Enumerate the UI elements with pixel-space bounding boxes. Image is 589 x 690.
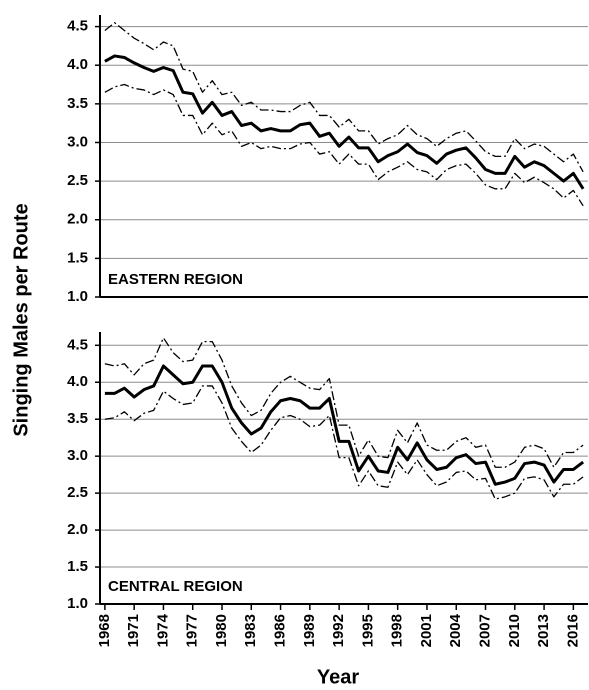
x-tick-label: 2007 [476, 614, 493, 647]
y-axis-label: Singing Males per Route [10, 203, 32, 436]
y-tick-label: 3.0 [67, 133, 88, 150]
x-tick-label: 1992 [330, 614, 347, 647]
y-tick-label: 1.0 [67, 288, 88, 305]
x-tick-label: 1980 [213, 614, 230, 647]
confidence-line [104, 22, 584, 173]
y-tick-label: 3.5 [67, 95, 88, 112]
x-tick-label: 1995 [359, 614, 376, 647]
y-tick-label: 4.5 [67, 18, 88, 35]
y-tick-label: 4.5 [67, 336, 88, 353]
confidence-line [104, 385, 584, 500]
x-tick-label: 1968 [96, 614, 113, 647]
x-tick-label: 1983 [242, 614, 259, 647]
x-tick-label: 2001 [418, 614, 435, 647]
y-tick-label: 2.5 [67, 484, 88, 501]
trend-line [104, 54, 585, 190]
y-tick-label: 2.5 [67, 172, 88, 189]
confidence-line [104, 83, 584, 207]
x-tick-label: 1986 [272, 614, 289, 647]
x-tick-label: 1971 [125, 614, 142, 647]
y-tick-label: 3.5 [67, 410, 88, 427]
confidence-line [104, 337, 584, 468]
x-tick-label: 2016 [564, 614, 581, 647]
region-label: CENTRAL REGION [108, 578, 243, 595]
x-tick-label: 2010 [506, 614, 523, 647]
y-tick-label: 1.0 [67, 595, 88, 612]
y-tick-label: 4.0 [67, 373, 88, 390]
x-axis-label: Year [317, 666, 359, 688]
x-tick-label: 1977 [184, 614, 201, 647]
y-tick-label: 3.0 [67, 447, 88, 464]
x-tick-label: 1974 [154, 613, 171, 647]
trend-line [104, 364, 585, 486]
x-tick-label: 2004 [447, 613, 464, 647]
x-tick-label: 1989 [301, 614, 318, 647]
y-tick-label: 4.0 [67, 56, 88, 73]
x-tick-label: 1998 [389, 614, 406, 647]
x-tick-label: 2013 [535, 614, 552, 647]
y-tick-label: 1.5 [67, 249, 88, 266]
y-tick-label: 2.0 [67, 211, 88, 228]
y-tick-label: 2.0 [67, 521, 88, 538]
y-tick-label: 1.5 [67, 558, 88, 575]
region-label: EASTERN REGION [108, 271, 243, 288]
